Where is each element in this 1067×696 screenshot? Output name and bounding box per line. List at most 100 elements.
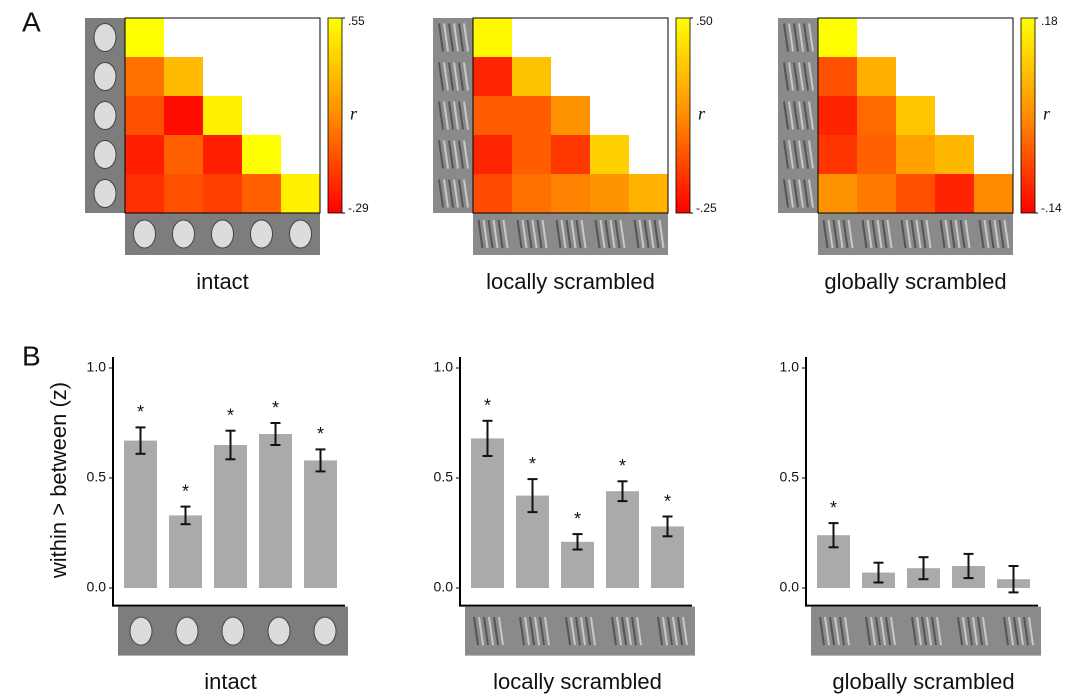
texture — [478, 616, 484, 646]
texture — [967, 616, 973, 646]
heatmap-cell — [896, 174, 935, 213]
heatmap-cell — [125, 96, 164, 135]
y-tick-label: 0.0 — [434, 579, 454, 595]
texture — [803, 179, 809, 208]
texture — [565, 219, 572, 249]
texture — [783, 62, 789, 91]
texture — [972, 616, 978, 646]
texture — [672, 616, 678, 646]
texture — [492, 219, 499, 249]
x-axis-label: globally scrambled — [832, 669, 1014, 694]
texture — [949, 219, 956, 249]
panel-label: A — [22, 6, 41, 37]
texture — [443, 179, 449, 208]
stimulus-icon — [93, 140, 117, 169]
colorbar-tick-label: -.25 — [696, 201, 717, 215]
texture — [529, 616, 535, 646]
texture — [959, 219, 966, 249]
heatmap-cell — [551, 174, 590, 213]
stimulus-icon — [93, 101, 117, 130]
texture — [516, 219, 523, 249]
stimulus-icon — [93, 23, 117, 52]
y-tick-label: 1.0 — [780, 359, 800, 375]
texture — [611, 616, 617, 646]
texture — [944, 219, 951, 249]
texture — [962, 616, 968, 646]
texture — [824, 616, 830, 646]
texture — [808, 140, 814, 169]
significance-marker: * — [182, 481, 189, 501]
y-tick-label: 0.5 — [434, 469, 454, 485]
texture — [536, 219, 543, 249]
texture — [448, 101, 454, 130]
texture — [626, 616, 632, 646]
bar — [259, 434, 292, 588]
heatmap-cell — [242, 135, 281, 174]
texture — [783, 179, 789, 208]
texture — [521, 219, 528, 249]
heatmap-cell — [857, 135, 896, 174]
heatmap-cell — [164, 174, 203, 213]
stimulus-icon — [172, 219, 195, 249]
texture — [570, 616, 576, 646]
x-axis-label: globally scrambled — [824, 269, 1006, 294]
texture — [570, 219, 577, 249]
texture — [443, 101, 449, 130]
heatmap-cell — [164, 96, 203, 135]
texture — [803, 23, 809, 52]
heatmap-cell — [896, 135, 935, 174]
texture — [982, 616, 988, 646]
texture — [458, 23, 464, 52]
texture — [936, 616, 942, 646]
texture — [871, 219, 878, 249]
stimulus-icon — [175, 616, 199, 646]
significance-marker: * — [484, 396, 491, 416]
heatmap-cell — [974, 174, 1013, 213]
texture — [443, 140, 449, 169]
texture — [580, 219, 587, 249]
texture — [808, 23, 814, 52]
significance-marker: * — [529, 454, 536, 474]
texture — [808, 179, 814, 208]
texture — [677, 616, 683, 646]
texture — [926, 616, 932, 646]
texture — [682, 616, 688, 646]
texture — [498, 616, 504, 646]
y-tick-label: 0.0 — [780, 579, 800, 595]
x-axis-label: intact — [204, 669, 257, 694]
texture — [590, 616, 596, 646]
texture — [448, 62, 454, 91]
texture — [988, 219, 995, 249]
texture — [798, 101, 804, 130]
texture — [880, 616, 886, 646]
texture — [819, 616, 825, 646]
stimulus-icon — [93, 179, 117, 208]
texture — [667, 616, 673, 646]
texture — [541, 219, 548, 249]
texture — [458, 62, 464, 91]
bar — [214, 445, 247, 588]
image-strip — [818, 213, 1013, 255]
texture — [531, 219, 538, 249]
texture — [631, 616, 637, 646]
texture — [865, 616, 871, 646]
texture — [636, 616, 642, 646]
heatmap-cell — [818, 135, 857, 174]
texture — [921, 616, 927, 646]
heatmap-cell — [473, 57, 512, 96]
texture — [524, 616, 530, 646]
significance-marker: * — [574, 509, 581, 529]
texture — [448, 140, 454, 169]
texture — [616, 616, 622, 646]
texture — [978, 219, 985, 249]
texture — [875, 616, 881, 646]
matrix-frame — [124, 17, 321, 214]
texture — [539, 616, 545, 646]
texture — [803, 62, 809, 91]
colorbar-tick-label: .18 — [1041, 14, 1058, 28]
texture — [798, 179, 804, 208]
texture — [438, 23, 444, 52]
texture — [788, 23, 794, 52]
texture — [1028, 616, 1034, 646]
colorbar-label: r — [1043, 104, 1051, 124]
